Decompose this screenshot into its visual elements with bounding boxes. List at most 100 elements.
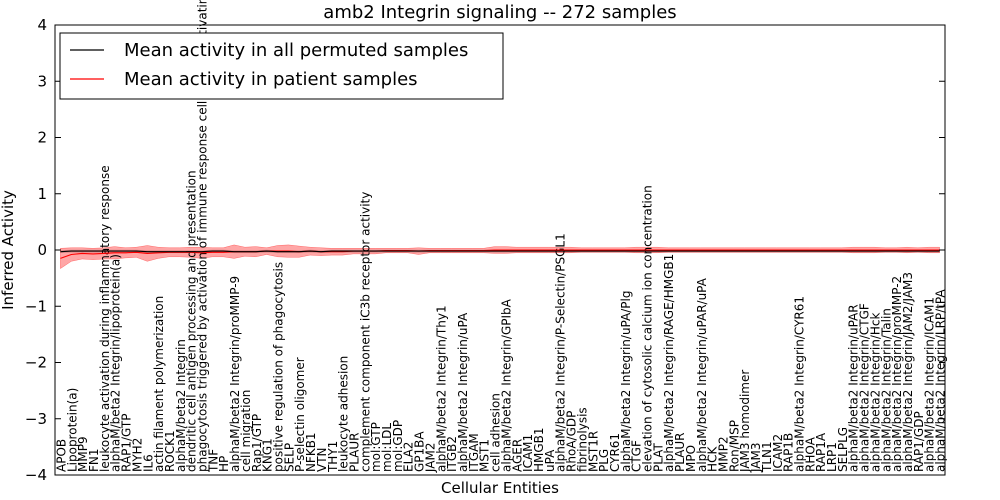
x-tick-label: PLAUR bbox=[673, 432, 687, 472]
legend: Mean activity in all permuted samples Me… bbox=[59, 32, 504, 100]
x-tick-label: NFKB1 bbox=[304, 432, 318, 472]
y-tick-label: 1 bbox=[37, 185, 47, 203]
chart-title: amb2 Integrin signaling -- 272 samples bbox=[323, 2, 676, 23]
y-axis-label: Inferred Activity bbox=[0, 190, 17, 310]
y-tick-label: −4 bbox=[25, 466, 47, 484]
x-tick-label: dendritic cell antigen processing and pr… bbox=[185, 170, 199, 472]
x-tick-label: ROCK1 bbox=[163, 430, 177, 472]
x-tick-label: P-selectin oligomer bbox=[293, 357, 307, 472]
y-tick-label: 0 bbox=[37, 241, 47, 259]
x-tick-label: MMP9 bbox=[76, 436, 90, 472]
patient-mean-line bbox=[60, 249, 940, 259]
x-tick-label: complement component iC3b receptor activ… bbox=[358, 192, 372, 472]
x-tick-label: mol:GTP bbox=[369, 422, 383, 472]
x-tick-label: alphaM/beta2 Integrin/proMMP-2 bbox=[890, 276, 904, 472]
x-tick-label: leukocyte adhesion bbox=[337, 356, 351, 472]
y-tick-label: 2 bbox=[37, 129, 47, 147]
legend-label-patient: Mean activity in patient samples bbox=[124, 69, 418, 90]
x-tick-label: alphaM/beta2 Integrin/Hck bbox=[869, 312, 883, 472]
series-lines bbox=[60, 249, 940, 259]
permuted-mean-line bbox=[60, 250, 940, 253]
x-tick-label: ITGAM bbox=[467, 433, 481, 472]
x-tick-label: ICAM1 bbox=[521, 434, 535, 472]
x-tick-label: HP bbox=[217, 456, 231, 472]
x-tick-label: PLG bbox=[597, 449, 611, 472]
x-tick-label: FN1 bbox=[87, 448, 101, 472]
x-tick-label: alphaM/beta2 Integrin/uPA bbox=[456, 312, 470, 472]
x-tick-label: MYH2 bbox=[130, 438, 144, 472]
x-tick-label: alphaM/beta2 Integrin/LRP/tPA bbox=[934, 289, 948, 472]
x-tick-label: alphaM/beta2 Integrin/proMMP-9 bbox=[228, 276, 242, 472]
x-tick-label: alphaM/beta2 Integrin/uPA/Plg bbox=[619, 291, 633, 472]
x-tick-label: alphaM/beta2 Integrin/ICAM1 bbox=[923, 297, 937, 472]
x-tick-label: alphaM/beta2 Integrin/JAM2/JAM3 bbox=[901, 272, 915, 472]
y-tick-label: 4 bbox=[37, 16, 47, 34]
x-tick-label: HCK bbox=[706, 446, 720, 472]
x-tick-label: MPO bbox=[684, 445, 698, 472]
x-tick-label: SELP bbox=[282, 443, 296, 472]
x-tick-label: HMGB1 bbox=[532, 427, 546, 472]
x-tick-label: alphaM/beta2 Integrin/CTGF bbox=[858, 303, 872, 472]
x-tick-label: IL6 bbox=[141, 454, 155, 472]
x-tick-label: Ron/MSP bbox=[727, 420, 741, 472]
x-tick-label: alphaM/beta2 Integrin/Talin bbox=[879, 308, 893, 472]
x-tick-label: RHOA bbox=[803, 436, 817, 472]
x-tick-label: ELA2 bbox=[402, 442, 416, 472]
x-tick-label: phagocytosis triggered by activation of … bbox=[196, 0, 210, 472]
x-tick-label: SELPLG bbox=[836, 427, 850, 472]
x-tick-label: alphaM/beta2 Integrin/CYR61 bbox=[793, 296, 807, 472]
y-axis: −4 −3 −2 −1 0 1 2 3 4 bbox=[25, 16, 945, 484]
x-tick-label: cell migration bbox=[239, 390, 253, 472]
x-tick-label: MST1R bbox=[586, 431, 600, 472]
x-tick-label: RAP1/GDP bbox=[912, 411, 926, 472]
x-tick-label: Rap1/GTP bbox=[250, 414, 264, 472]
x-tick-label: RAP1/GTP bbox=[120, 414, 134, 472]
x-tick-label: JAM2 bbox=[424, 443, 438, 474]
x-tick-label: alphaM/beta2 Integrin/Thy1 bbox=[434, 305, 448, 472]
x-tick-label: alphaM/beta2 Integrin/P-Selectin/PSGL1 bbox=[554, 233, 568, 472]
y-tick-label: −1 bbox=[25, 297, 47, 315]
x-tick-label: PLAUR bbox=[348, 432, 362, 472]
plot-frame bbox=[54, 24, 946, 476]
x-tick-label: alphaM/beta2 Integrin/GPIbA bbox=[499, 298, 513, 472]
x-tick-label: leukocyte activation during inflammatory… bbox=[98, 165, 112, 472]
x-tick-label: MST1 bbox=[478, 439, 492, 472]
legend-box bbox=[59, 32, 504, 100]
x-tick-label: RhoA/GDP bbox=[565, 411, 579, 472]
x-tick-label: APOB bbox=[54, 439, 68, 472]
x-tick-label: alphaM/beta2 Integrin/RAGE/HMGB1 bbox=[662, 254, 676, 472]
x-tick-label: actin filament polymerization bbox=[152, 296, 166, 472]
x-tick-label: PLAT bbox=[651, 443, 665, 472]
x-tick-label: JAM3 bbox=[749, 443, 763, 474]
y-tick-label: −3 bbox=[25, 410, 47, 428]
legend-label-permuted: Mean activity in all permuted samples bbox=[124, 40, 468, 61]
x-tick-label: TLN1 bbox=[760, 441, 774, 473]
x-tick-label: LRP1 bbox=[825, 442, 839, 472]
x-tick-label: mol:LDL bbox=[380, 423, 394, 472]
y-tick-label: −2 bbox=[25, 354, 47, 372]
x-tick-label: ITGB2 bbox=[445, 436, 459, 472]
x-tick-label: alphaM/beta2 Integrin bbox=[174, 339, 188, 472]
x-tick-label: CTGF bbox=[630, 440, 644, 472]
x-tick-label: mol:GDP bbox=[391, 420, 405, 472]
x-tick-label: KNG1 bbox=[261, 438, 275, 472]
x-tick-label: THY1 bbox=[326, 441, 340, 473]
x-tick-label: ICAM2 bbox=[771, 434, 785, 472]
y-tick-label: 3 bbox=[37, 72, 47, 90]
x-tick-label: alphaM/beta2 Integrin/uPAR bbox=[847, 304, 861, 472]
x-tick-label: RAP1A bbox=[814, 432, 828, 472]
x-tick-label: positive regulation of phagocytosis bbox=[272, 262, 286, 472]
x-tick-label: Lipoprotein(a) bbox=[65, 388, 79, 472]
x-tick-label: MMP2 bbox=[717, 436, 731, 472]
x-axis-label: Cellular Entities bbox=[441, 479, 559, 497]
x-tick-label: fibrinolysis bbox=[575, 407, 589, 472]
x-tick-label: uPA bbox=[543, 449, 557, 472]
x-tick-label: alphaM/beta2 Integrin/lipoprotein(a) bbox=[109, 254, 123, 472]
x-tick-label: TNF bbox=[206, 449, 220, 473]
x-tick-label: VTN bbox=[315, 447, 329, 472]
x-tick-label: GP1BA bbox=[413, 431, 427, 472]
x-tick-label: alphaM/beta2 Integrin/uPAR/uPA bbox=[695, 277, 709, 472]
x-tick-label: elevation of cytosolic calcium ion conce… bbox=[641, 185, 655, 472]
